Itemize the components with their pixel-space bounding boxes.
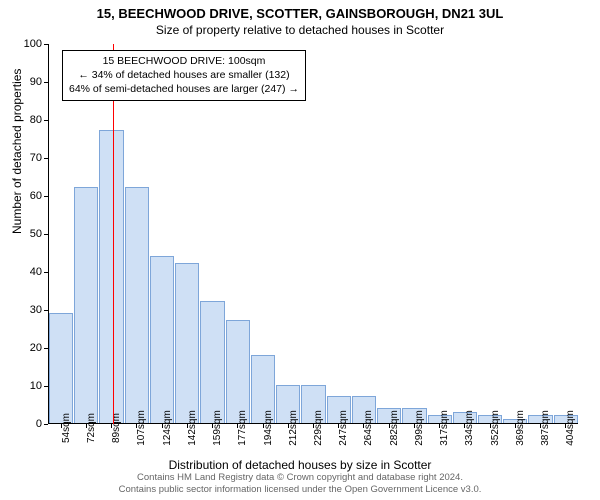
x-tick-mark	[212, 424, 213, 428]
y-tick-mark	[44, 44, 48, 45]
bar	[226, 320, 250, 423]
x-tick-label: 124sqm	[162, 410, 173, 446]
x-tick-label: 177sqm	[237, 410, 248, 446]
page-title: 15, BEECHWOOD DRIVE, SCOTTER, GAINSBOROU…	[0, 0, 600, 21]
bar	[125, 187, 149, 423]
y-tick-label: 90	[2, 76, 42, 88]
x-tick-label: 229sqm	[313, 410, 324, 446]
x-tick-mark	[263, 424, 264, 428]
x-tick-label: 107sqm	[136, 410, 147, 446]
x-tick-mark	[490, 424, 491, 428]
x-tick-mark	[439, 424, 440, 428]
y-tick-mark	[44, 310, 48, 311]
annotation-line3: 64% of semi-detached houses are larger (…	[69, 82, 299, 96]
y-tick-label: 100	[2, 38, 42, 50]
y-tick-mark	[44, 272, 48, 273]
y-tick-mark	[44, 234, 48, 235]
bar-series	[49, 44, 579, 423]
x-tick-mark	[540, 424, 541, 428]
annotation-box: 15 BEECHWOOD DRIVE: 100sqm ← 34% of deta…	[62, 50, 306, 101]
x-tick-mark	[515, 424, 516, 428]
x-tick-label: 54sqm	[61, 413, 72, 443]
x-tick-label: 142sqm	[187, 410, 198, 446]
x-tick-label: 352sqm	[490, 410, 501, 446]
bar	[49, 313, 73, 423]
page-subtitle: Size of property relative to detached ho…	[0, 21, 600, 41]
y-tick-label: 40	[2, 266, 42, 278]
x-axis-label: Distribution of detached houses by size …	[0, 458, 600, 472]
y-tick-mark	[44, 120, 48, 121]
y-tick-label: 50	[2, 228, 42, 240]
bar	[99, 130, 123, 423]
chart-area: 0102030405060708090100 54sqm72sqm89sqm10…	[48, 44, 578, 424]
x-tick-label: 194sqm	[263, 410, 274, 446]
x-tick-mark	[86, 424, 87, 428]
x-tick-mark	[61, 424, 62, 428]
x-tick-mark	[162, 424, 163, 428]
annotation-line2: ← 34% of detached houses are smaller (13…	[69, 68, 299, 82]
x-tick-mark	[288, 424, 289, 428]
x-tick-mark	[111, 424, 112, 428]
footer-line1: Contains HM Land Registry data © Crown c…	[0, 472, 600, 484]
x-tick-mark	[389, 424, 390, 428]
x-tick-label: 299sqm	[414, 410, 425, 446]
x-tick-label: 387sqm	[540, 410, 551, 446]
x-tick-mark	[363, 424, 364, 428]
x-tick-mark	[414, 424, 415, 428]
x-tick-mark	[338, 424, 339, 428]
y-tick-mark	[44, 386, 48, 387]
y-tick-label: 0	[2, 418, 42, 430]
x-tick-mark	[565, 424, 566, 428]
y-tick-label: 70	[2, 152, 42, 164]
x-tick-label: 404sqm	[565, 410, 576, 446]
bar	[74, 187, 98, 423]
x-tick-label: 317sqm	[439, 410, 450, 446]
y-tick-label: 60	[2, 190, 42, 202]
x-tick-label: 247sqm	[338, 410, 349, 446]
y-tick-label: 10	[2, 380, 42, 392]
y-tick-label: 30	[2, 304, 42, 316]
x-tick-label: 212sqm	[288, 410, 299, 446]
x-tick-label: 334sqm	[464, 410, 475, 446]
bar	[175, 263, 199, 423]
bar	[200, 301, 224, 423]
y-tick-mark	[44, 424, 48, 425]
y-tick-mark	[44, 82, 48, 83]
annotation-line1: 15 BEECHWOOD DRIVE: 100sqm	[69, 54, 299, 68]
x-tick-label: 72sqm	[86, 413, 97, 443]
y-tick-mark	[44, 348, 48, 349]
y-tick-mark	[44, 196, 48, 197]
x-tick-mark	[313, 424, 314, 428]
x-tick-label: 159sqm	[212, 410, 223, 446]
bar	[150, 256, 174, 423]
x-tick-label: 369sqm	[515, 410, 526, 446]
y-tick-label: 80	[2, 114, 42, 126]
x-tick-label: 282sqm	[389, 410, 400, 446]
x-tick-mark	[237, 424, 238, 428]
reference-line	[113, 44, 114, 424]
plot-border	[48, 44, 578, 424]
footer-line2: Contains public sector information licen…	[0, 484, 600, 496]
x-tick-mark	[136, 424, 137, 428]
x-tick-mark	[187, 424, 188, 428]
footer: Contains HM Land Registry data © Crown c…	[0, 472, 600, 496]
y-tick-mark	[44, 158, 48, 159]
x-tick-mark	[464, 424, 465, 428]
x-tick-label: 264sqm	[363, 410, 374, 446]
y-tick-label: 20	[2, 342, 42, 354]
